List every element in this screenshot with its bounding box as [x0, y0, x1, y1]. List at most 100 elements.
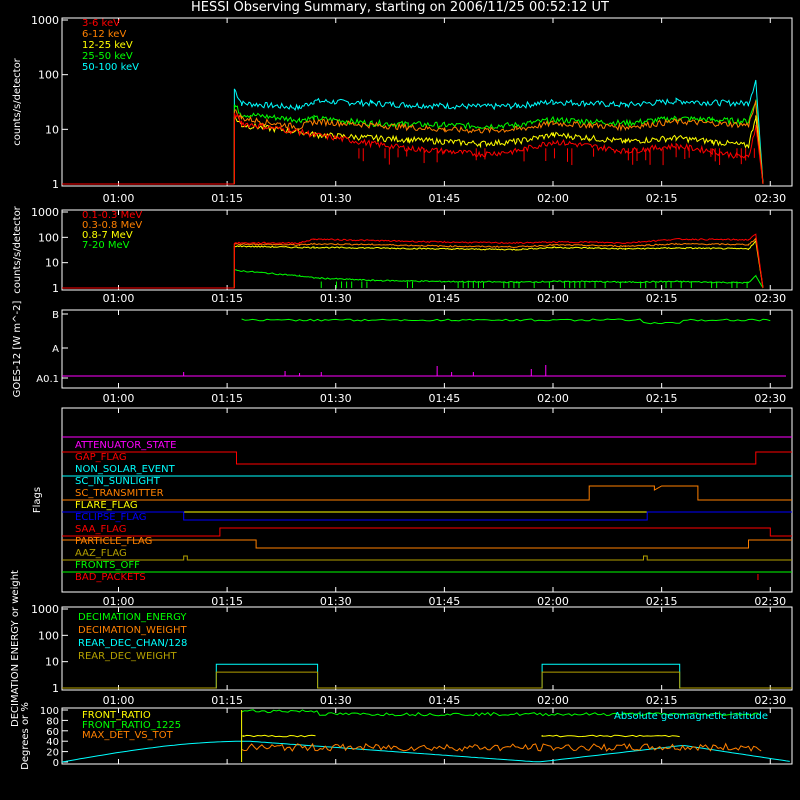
y-tick-label: 20 [46, 748, 59, 759]
rear-dec-weight-line [62, 671, 792, 689]
rear-dec-chan-line [62, 663, 792, 689]
x-tick-label: 01:30 [320, 392, 352, 405]
flag-label: GAP_FLAG [75, 452, 127, 463]
flag-label: SC_IN_SUNLIGHT [75, 476, 161, 487]
x-tick-label: 01:30 [320, 694, 352, 707]
y-tick-label: 10 [45, 123, 59, 136]
x-tick-label: 01:30 [320, 292, 352, 305]
flag-label: FRONTS_OFF [75, 560, 140, 571]
legend-entry: 0.3-0.8 MeV [82, 220, 142, 231]
flag-line-sc_transmitter [62, 485, 792, 501]
flag-label: BAD_PACKETS [75, 572, 146, 583]
series-line-3-6-keV [233, 112, 764, 185]
x-tick-label: 01:00 [103, 392, 135, 405]
x-tick-label: 02:30 [754, 192, 786, 205]
series-line-0-8-7-MeV [234, 239, 764, 289]
front-ratio-line-2 [541, 734, 680, 738]
flag-label: NON_SOLAR_EVENT [75, 464, 176, 475]
legend-entry: 3-6 keV [82, 18, 120, 29]
y-tick-label: 80 [46, 716, 59, 727]
x-tick-label: 01:15 [211, 595, 243, 608]
x-tick-label: 01:00 [103, 595, 135, 608]
panel-frame-2 [61, 309, 793, 389]
x-tick-label: 01:15 [211, 292, 243, 305]
flag-line-aaz_flag [62, 555, 792, 561]
annotation-geomagnetic-latitude: Absolute geomagnetic latitude [614, 711, 768, 722]
flag-label: SC_TRANSMITTER [75, 488, 164, 499]
flag-label: AAZ_FLAG [75, 548, 127, 559]
legend-entry: MAX_DET_VS_TOT [82, 730, 174, 741]
y-tick-label: 100 [38, 629, 59, 642]
y-tick-label: 1 [52, 178, 59, 191]
x-tick-label: 01:00 [103, 292, 135, 305]
x-tick-label: 02:00 [537, 292, 569, 305]
flag-label: PARTICLE_FLAG [75, 536, 152, 547]
legend-entry: FRONT_RATIO [82, 710, 151, 721]
x-tick-label: 01:45 [429, 292, 461, 305]
panel-frame-0 [61, 17, 793, 187]
flag-line-saa_flag [62, 527, 792, 537]
legend-entry: 0.1-0.3 MeV [82, 210, 142, 221]
panel-frame-4 [61, 606, 793, 691]
legend-entry: REAR_DEC_CHAN/128 [78, 638, 187, 649]
legend-entry: 6-12 keV [82, 29, 126, 40]
flag-line-particle_flag [62, 539, 792, 549]
y-tick-label: 40 [46, 737, 59, 748]
panel-frame-1 [61, 209, 793, 291]
legend-entry: FRONT_RATIO_1225 [82, 720, 181, 731]
front-ratio-line [242, 734, 316, 738]
y-tick-label: 100 [40, 706, 59, 717]
x-tick-label: 02:15 [646, 694, 678, 707]
flag-label: ATTENUATOR_STATE [75, 440, 176, 451]
max-det-vs-tot-line [241, 742, 762, 752]
x-tick-label: 01:45 [429, 595, 461, 608]
x-tick-label: 02:00 [537, 694, 569, 707]
x-tick-label: 01:00 [103, 192, 135, 205]
y-tick-label: 10 [45, 656, 59, 669]
x-tick-label: 02:30 [754, 392, 786, 405]
series-line-12-25-keV [233, 114, 764, 185]
x-tick-label: 01:30 [320, 192, 352, 205]
x-tick-label: 01:15 [211, 392, 243, 405]
y-tick-label: 0 [53, 758, 59, 769]
series-line-0-1-0-3-MeV [234, 233, 764, 289]
legend-entry: DECIMATION_ENERGY [78, 612, 187, 623]
y-tick-label: 1 [52, 682, 59, 695]
y-tick-label: 1 [52, 282, 59, 295]
y-tick-label: 10 [45, 257, 59, 270]
y-tick-label: 1000 [31, 603, 59, 616]
front-ratio-1225-line [241, 709, 761, 717]
legend-entry: 25-50 keV [82, 51, 133, 62]
geomagnetic-latitude-line [61, 740, 790, 763]
y-tick-label: 1000 [31, 14, 59, 27]
flag-line-gap_flag [62, 451, 792, 465]
legend-entry: REAR_DEC_WEIGHT [78, 651, 177, 662]
x-tick-label: 01:15 [211, 192, 243, 205]
goes-b-level-line [241, 318, 771, 325]
y-axis-label: counts/s/detector [12, 205, 23, 293]
y-axis-label: counts/s/detector [12, 57, 23, 145]
y-axis-label: GOES-12 [W m^-2] [12, 301, 23, 398]
flag-label: ECLIPSE_FLAG [75, 512, 146, 523]
x-tick-label: 01:45 [429, 392, 461, 405]
y-tick-label: A0.1 [36, 374, 59, 385]
x-tick-label: 01:00 [103, 694, 135, 707]
y-axis-label: Flags [32, 487, 43, 513]
x-tick-label: 02:30 [754, 595, 786, 608]
legend-entry: DECIMATION_WEIGHT [78, 625, 187, 636]
legend-entry: 0.8-7 MeV [82, 230, 133, 241]
x-tick-label: 02:15 [646, 392, 678, 405]
y-tick-label: 100 [38, 69, 59, 82]
page-title: HESSI Observing Summary, starting on 200… [191, 0, 609, 15]
series-line-7-20-MeV [234, 269, 764, 289]
series-line-50-100-keV [233, 79, 764, 185]
x-tick-label: 01:15 [211, 694, 243, 707]
legend-entry: 50-100 keV [82, 62, 139, 73]
y-axis-label: Degrees or % [20, 702, 31, 770]
x-tick-label: 02:00 [537, 392, 569, 405]
x-tick-label: 02:00 [537, 192, 569, 205]
x-tick-label: 02:15 [646, 192, 678, 205]
flag-line-eclipse_flag [62, 511, 792, 521]
legend-entry: 7-20 MeV [82, 240, 130, 251]
x-tick-label: 01:30 [320, 595, 352, 608]
